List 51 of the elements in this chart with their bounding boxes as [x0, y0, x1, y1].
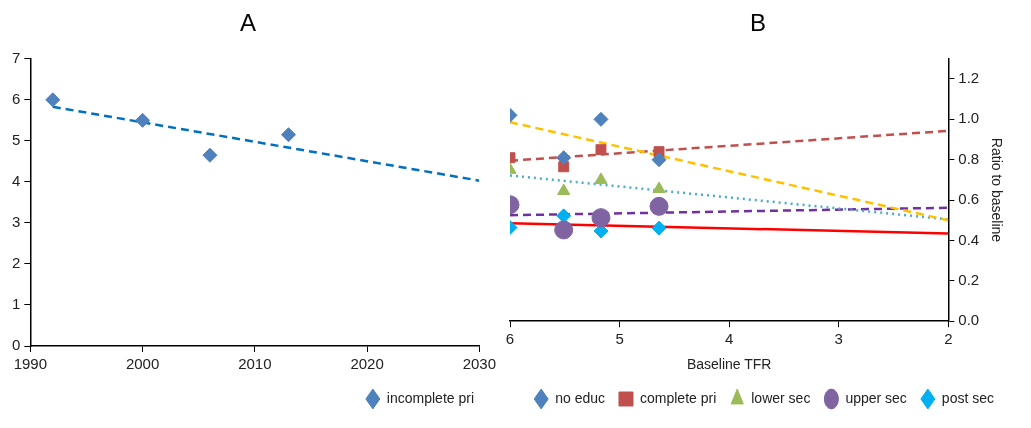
x-tick-label: 6: [505, 330, 515, 348]
y2-axis-title: Ratio to baseline: [988, 137, 1005, 243]
x-tick-label: 4: [725, 330, 734, 348]
x-tick-label: 2020: [350, 355, 384, 373]
point: [556, 208, 572, 224]
point: [652, 181, 666, 193]
y2-tick-label: 0.6: [958, 190, 980, 208]
x-axis-title: Baseline TFR: [686, 356, 772, 373]
point: [557, 183, 571, 196]
point: [554, 220, 574, 240]
x-tick-label: 2: [944, 330, 953, 348]
y-tick-label: 5: [12, 131, 21, 148]
y-tick-label: 1: [12, 295, 21, 313]
point: [593, 111, 609, 127]
point: [595, 144, 607, 156]
y2-tick-label: 1.2: [958, 69, 980, 87]
point: [281, 127, 296, 143]
x-tick-label: 5: [615, 330, 624, 348]
point: [594, 172, 608, 184]
point: [556, 150, 572, 166]
y-tick-label: 4: [12, 172, 21, 190]
x-tick-label: 2010: [238, 355, 272, 373]
y2-tick-label: 0.2: [958, 270, 980, 288]
y-tick-label: 7: [12, 48, 21, 66]
point: [135, 112, 151, 128]
y2-tick-label: 0.0: [958, 311, 980, 329]
y-tick-label: 6: [12, 89, 21, 107]
point: [649, 196, 669, 216]
y-tick-label: 0: [12, 336, 21, 354]
y-tick-label: 2: [12, 254, 21, 272]
x-tick-label: 1990: [13, 355, 48, 373]
x-tick-label: 2000: [125, 355, 160, 373]
legend-label: complete pri: [639, 389, 717, 406]
legend-label: upper sec: [845, 389, 907, 406]
point: [591, 208, 611, 228]
y-tick-label: 3: [12, 213, 21, 231]
legend-label: lower sec: [751, 389, 811, 406]
point: [202, 147, 218, 163]
point: [651, 152, 667, 168]
chart-title: B: [749, 9, 767, 37]
legend-label: post sec: [941, 389, 994, 406]
legend-label: incomplete pri: [386, 389, 474, 406]
point: [45, 92, 61, 108]
x-tick-label: 2030: [462, 355, 496, 373]
y2-tick-label: 1.0: [958, 109, 980, 127]
point: [651, 220, 667, 236]
chart-title: A: [239, 9, 257, 37]
x-tick-label: 3: [834, 330, 843, 348]
y2-tick-label: 0.8: [958, 149, 980, 167]
legend-label: no educ: [555, 389, 605, 406]
y2-tick-label: 0.4: [958, 230, 980, 248]
